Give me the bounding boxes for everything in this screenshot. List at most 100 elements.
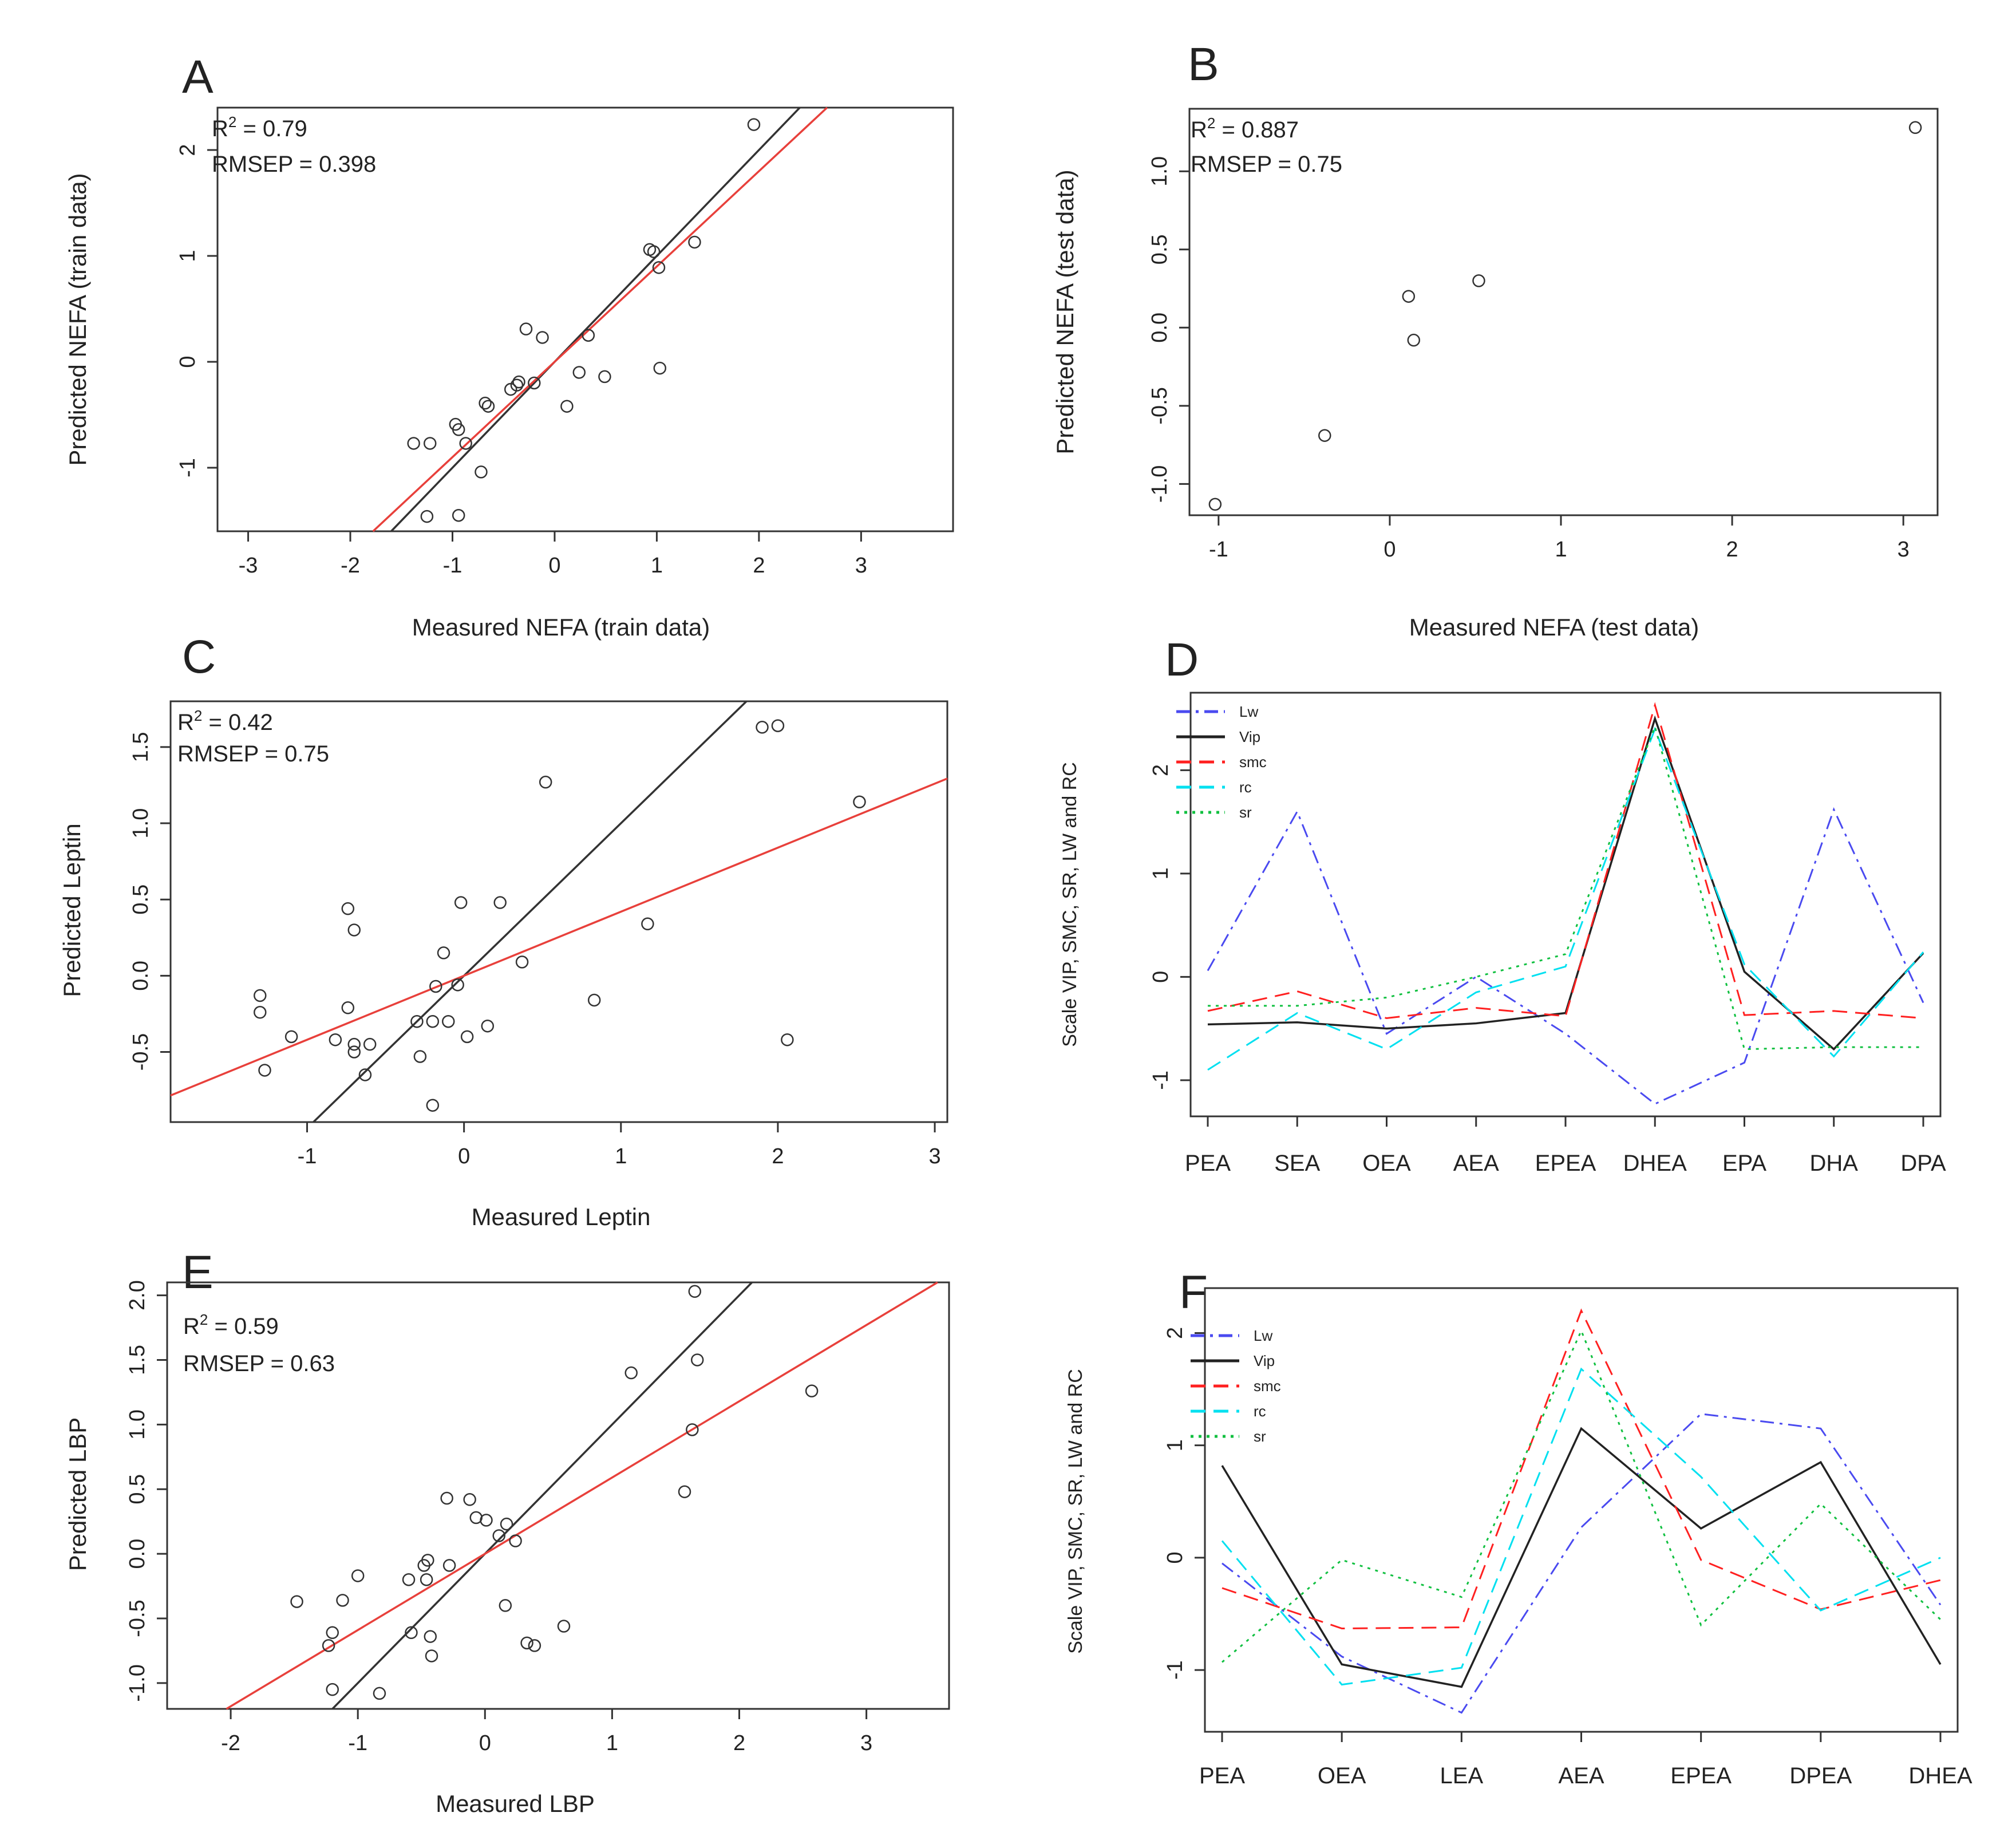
y-tick-label: 1 bbox=[176, 250, 200, 262]
y-tick-label: -1.0 bbox=[125, 1664, 149, 1701]
data-point bbox=[441, 1014, 455, 1028]
identity-line bbox=[390, 106, 801, 532]
r2-annotation: R2 = 0.887 bbox=[1191, 114, 1299, 143]
x-tick-label: 1 bbox=[615, 1144, 627, 1168]
y-tick-label: 2.0 bbox=[125, 1280, 149, 1310]
category-label: AEA bbox=[1453, 1151, 1499, 1176]
y-tick-label: 0 bbox=[176, 356, 200, 368]
data-point bbox=[587, 993, 601, 1007]
series-rc bbox=[1221, 1367, 1941, 1686]
data-point bbox=[479, 396, 492, 410]
data-point bbox=[1908, 121, 1922, 135]
plot-frame bbox=[1204, 1287, 1959, 1733]
data-point bbox=[572, 366, 586, 379]
plot-frame bbox=[216, 106, 954, 532]
x-tick-label: 3 bbox=[928, 1144, 940, 1168]
data-point bbox=[420, 1573, 433, 1586]
x-tick-label: 3 bbox=[855, 554, 867, 578]
y-axis-title: Scale VIP, SMC, SR, LW and RC bbox=[1065, 1369, 1086, 1654]
rmsep-annotation: RMSEP = 0.75 bbox=[177, 741, 329, 767]
panel-letter-B: B bbox=[1188, 38, 1219, 90]
y-tick-label: -0.5 bbox=[125, 1600, 149, 1637]
data-point bbox=[519, 322, 533, 335]
data-point bbox=[347, 923, 361, 937]
category-label: DPEA bbox=[1789, 1763, 1852, 1788]
x-tick-label: 2 bbox=[772, 1144, 784, 1168]
data-point bbox=[410, 1014, 424, 1028]
data-point bbox=[254, 989, 267, 1002]
y-tick-label: 0.5 bbox=[1148, 234, 1172, 264]
rmsep-annotation: RMSEP = 0.75 bbox=[1191, 152, 1342, 177]
data-point bbox=[686, 1423, 699, 1436]
legend-label: sr bbox=[1254, 1428, 1266, 1445]
data-point bbox=[688, 1285, 702, 1298]
data-point bbox=[420, 510, 434, 523]
data-point bbox=[1472, 274, 1485, 287]
x-tick-label: 2 bbox=[1726, 538, 1738, 562]
y-tick-label: -1.0 bbox=[1148, 465, 1172, 503]
y-tick-label: -1 bbox=[176, 458, 200, 477]
y-tick-label: -1 bbox=[1149, 1071, 1173, 1090]
data-point bbox=[290, 1595, 303, 1608]
data-point bbox=[536, 331, 549, 344]
r2-annotation: R2 = 0.79 bbox=[212, 113, 307, 141]
x-tick-label: 0 bbox=[479, 1731, 491, 1755]
data-point bbox=[254, 1006, 267, 1019]
data-point bbox=[402, 1573, 416, 1586]
x-tick-label: -2 bbox=[221, 1731, 240, 1755]
data-point bbox=[509, 1534, 522, 1547]
data-point bbox=[459, 437, 472, 450]
data-point bbox=[407, 437, 420, 450]
y-tick-label: 0 bbox=[1149, 971, 1173, 983]
x-axis-title: Measured Leptin bbox=[472, 1203, 651, 1230]
data-point bbox=[557, 1620, 571, 1633]
category-label: PEA bbox=[1185, 1151, 1231, 1176]
category-label: DHEA bbox=[1623, 1151, 1687, 1176]
y-tick-label: 0.5 bbox=[125, 1474, 149, 1505]
y-tick-label: 0.0 bbox=[129, 961, 153, 991]
y-tick-label: 1.0 bbox=[129, 808, 153, 839]
x-tick-label: -1 bbox=[348, 1731, 367, 1755]
series-sr bbox=[1222, 1328, 1942, 1663]
data-point bbox=[853, 795, 866, 809]
data-point bbox=[1318, 429, 1331, 442]
data-point bbox=[347, 1045, 361, 1059]
panel-D: PEA SEA OEA AEA EPEA DHEA EPA DHA DPA -1 0 1 2 Lw Vip s… bbox=[1059, 692, 1946, 1176]
data-point bbox=[460, 1030, 474, 1044]
data-point bbox=[326, 1626, 339, 1640]
series-lw bbox=[1207, 807, 1924, 1105]
data-point bbox=[756, 721, 769, 734]
category-label: EPEA bbox=[1670, 1763, 1732, 1788]
legend-label: Lw bbox=[1239, 703, 1258, 720]
x-tick-label: 2 bbox=[733, 1731, 745, 1755]
data-point bbox=[451, 978, 464, 992]
x-tick-label: 0 bbox=[458, 1144, 470, 1168]
series-vip bbox=[1221, 1427, 1942, 1688]
y-axis-title: Predicted LBP bbox=[64, 1417, 91, 1571]
y-tick-label: 2 bbox=[1149, 764, 1173, 776]
x-tick-label: -1 bbox=[298, 1144, 317, 1168]
y-axis-title: Predicted NEFA (test data) bbox=[1052, 169, 1078, 454]
data-point bbox=[528, 1639, 541, 1652]
category-label: OEA bbox=[1362, 1151, 1411, 1176]
y-tick-label: 0.5 bbox=[129, 884, 153, 915]
series-sr bbox=[1208, 724, 1923, 1051]
legend-label: Lw bbox=[1254, 1327, 1272, 1344]
panel-F: PEA OEA LEA AEA EPEA DPEA DHEA -1 0 1 2 Lw Vip smc rc s… bbox=[1065, 1287, 1972, 1788]
identity-line bbox=[331, 1281, 753, 1710]
y-tick-label: -0.5 bbox=[1148, 387, 1172, 424]
panel-letter-E: E bbox=[182, 1246, 214, 1298]
data-point bbox=[1208, 497, 1222, 511]
category-label: PEA bbox=[1199, 1763, 1245, 1788]
data-point bbox=[510, 378, 524, 392]
data-point bbox=[512, 375, 525, 389]
data-point bbox=[341, 1001, 355, 1014]
identity-line bbox=[313, 700, 748, 1123]
category-label: EPA bbox=[1722, 1151, 1766, 1176]
data-point bbox=[258, 1064, 271, 1077]
x-axis-title: Measured NEFA (test data) bbox=[1409, 614, 1699, 641]
data-point bbox=[426, 1014, 440, 1028]
plot-frame bbox=[166, 1281, 950, 1710]
data-point bbox=[747, 118, 761, 131]
y-tick-label: 1 bbox=[1163, 1439, 1187, 1451]
